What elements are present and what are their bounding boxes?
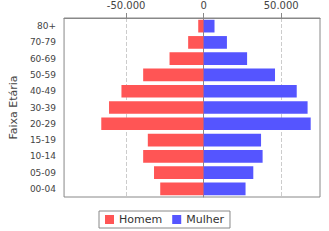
svg-text:Homem: Homem bbox=[119, 213, 162, 226]
svg-text:50-59: 50-59 bbox=[30, 70, 56, 80]
svg-text:20-29: 20-29 bbox=[30, 119, 56, 129]
svg-text:Mulher: Mulher bbox=[186, 213, 224, 226]
svg-text:Faixa Etária: Faixa Etária bbox=[7, 75, 20, 139]
svg-text:60-69: 60-69 bbox=[30, 54, 56, 64]
svg-text:40-49: 40-49 bbox=[30, 86, 56, 96]
svg-text:-50.000: -50.000 bbox=[107, 0, 146, 11]
svg-text:0: 0 bbox=[200, 0, 206, 11]
svg-text:80+: 80+ bbox=[37, 21, 56, 31]
svg-text:05-09: 05-09 bbox=[30, 168, 56, 178]
svg-text:30-39: 30-39 bbox=[30, 103, 56, 113]
svg-text:00-04: 00-04 bbox=[30, 184, 56, 194]
svg-text:70-79: 70-79 bbox=[30, 37, 56, 47]
svg-text:10-14: 10-14 bbox=[30, 151, 56, 161]
svg-text:15-19: 15-19 bbox=[30, 135, 56, 145]
svg-text:50.000: 50.000 bbox=[264, 0, 299, 11]
